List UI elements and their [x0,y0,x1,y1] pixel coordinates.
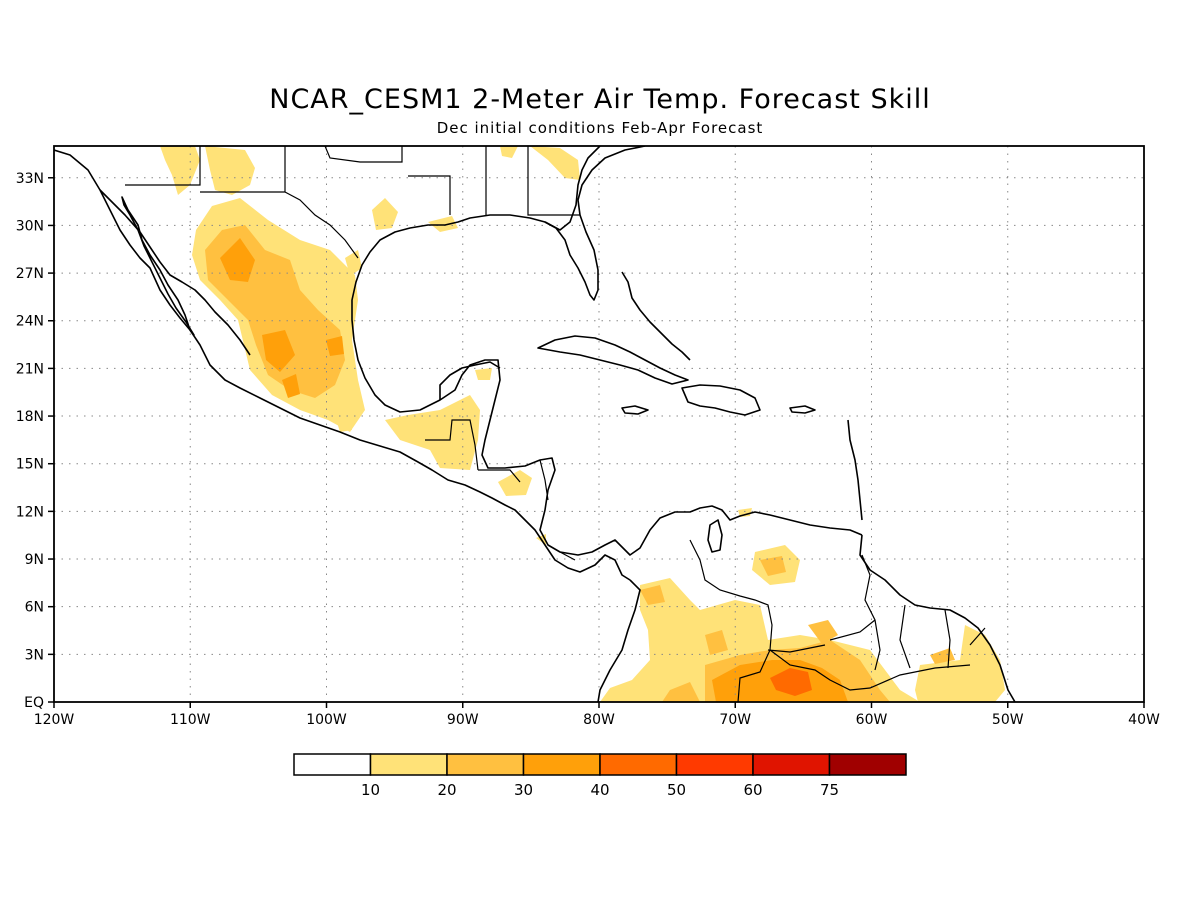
map-title: NCAR_CESM1 2-Meter Air Temp. Forecast Sk… [269,84,931,115]
legend-swatch [828,753,907,776]
lat-tick-label: EQ [24,695,44,711]
coastline-lake-maracaibo [707,519,723,553]
color-legend: 10 20 30 40 50 60 75 [293,753,907,799]
lon-tick-label: 110W [170,712,211,728]
skill-area-30-40 [220,238,255,282]
lon-tick-label: 100W [306,712,347,728]
map-grid [54,146,1144,702]
border-venezuela-guyana [767,554,881,671]
coastline-florida [544,146,646,301]
lon-tick-label: 60W [856,712,888,728]
lon-tick-label: 80W [583,712,615,728]
border-brazil [769,649,971,691]
skill-area-10-20 [475,368,492,380]
legend-label: 40 [590,781,609,799]
skill-area-10-20 [500,146,518,158]
border-colombia-venezuela [689,539,773,702]
border-us-states [324,146,580,216]
coastline-yucatan [439,361,501,400]
legend-swatch [752,753,831,776]
map-subtitle: Dec initial conditions Feb-Apr Forecast [436,119,764,137]
lat-tick-label: 9N [25,552,44,568]
legend-label: 20 [437,781,456,799]
lat-tick-label: 33N [16,171,44,187]
lat-tick-label: 30N [16,218,44,234]
coastline-lesser-antilles [847,419,863,521]
border-central-america [478,459,576,561]
map-axes: 120W 110W 100W 90W 80W 70W 60W 50W 40W EQ 3N 6N 9N 12… [16,171,1160,728]
legend-label: 10 [361,781,380,799]
legend-swatch [369,753,448,776]
coastline-gulf [351,146,863,556]
lat-tick-label: 3N [25,647,44,663]
skill-area-20-30 [640,585,665,605]
legend-label: 60 [743,781,762,799]
border-us-mexico [125,146,359,259]
skill-area-10-20 [205,146,255,195]
legend-swatch [446,753,525,776]
lat-tick-label: 21N [16,361,44,377]
skill-area-10-20 [738,508,752,517]
country-borders [125,146,986,702]
coastline-sonora [99,189,251,356]
coastlines [54,146,1016,702]
lon-tick-label: 120W [34,712,75,728]
skill-area-10-20 [160,146,200,195]
lat-tick-label: 6N [25,600,44,616]
skill-area-10-20 [530,146,580,180]
lat-tick-label: 18N [16,409,44,425]
skill-area-30-40 [262,330,295,372]
lon-tick-label: 90W [447,712,479,728]
coastline-jamaica [621,405,649,415]
lat-tick-label: 12N [16,504,44,520]
border-guatemala [425,419,479,471]
coastline-south-america [597,534,1016,702]
skill-area-30-40 [282,374,300,398]
skill-area-10-20 [428,216,458,232]
legend-swatch [293,753,372,776]
skill-area-10-20 [385,395,480,470]
skill-area-10-20 [372,198,398,230]
lon-tick-label: 40W [1128,712,1160,728]
skill-shading [160,146,1005,702]
skill-area-20-30 [760,556,786,576]
lat-tick-label: 27N [16,266,44,282]
skill-area-10-20 [498,470,532,496]
skill-area-30-40 [326,336,344,356]
skill-area-20-30 [705,630,728,655]
coastline-bahamas [621,271,691,361]
lon-tick-label: 70W [719,712,751,728]
skill-area-10-20 [915,625,1005,702]
coastline-cuba [537,335,689,385]
coastline-baja [121,196,195,336]
coastline-hispaniola [681,384,761,416]
lat-tick-label: 24N [16,314,44,330]
legend-label: 75 [820,781,839,799]
legend-swatch [522,753,601,776]
skill-area-20-30 [662,682,700,702]
legend-label: 50 [667,781,686,799]
legend-swatch [675,753,754,776]
legend-swatch [599,753,678,776]
coastline-pacific [54,149,631,581]
coastline-puerto-rico [789,405,816,414]
skill-area-10-20 [330,395,352,432]
skill-area-20-30 [808,620,838,644]
legend-label: 30 [514,781,533,799]
border-guianas [899,604,986,669]
lat-tick-label: 15N [16,457,44,473]
lon-tick-label: 50W [992,712,1024,728]
skill-area-40-50 [770,668,812,696]
